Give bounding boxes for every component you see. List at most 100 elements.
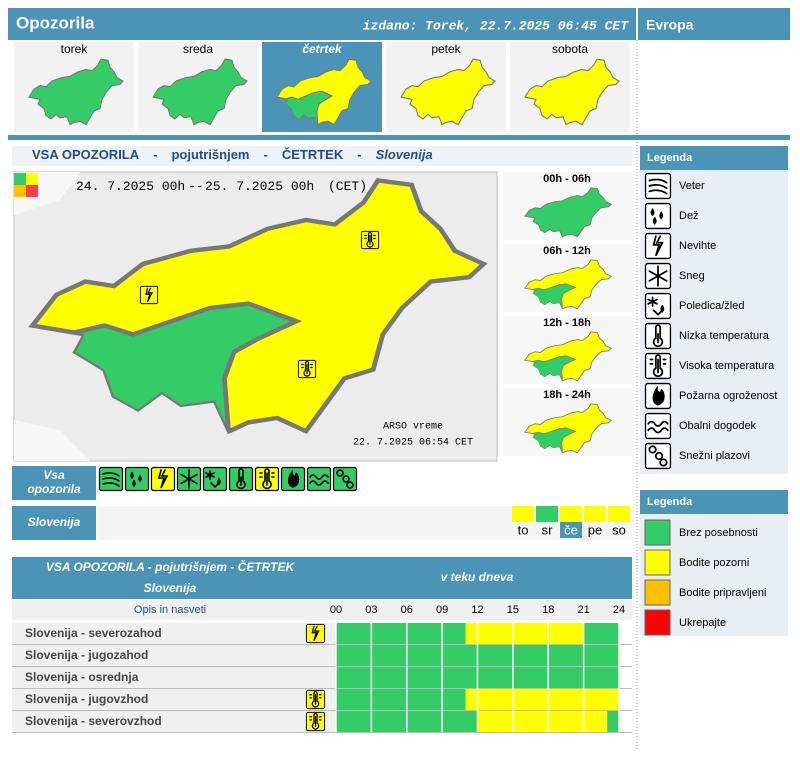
icon-glyph	[652, 385, 665, 406]
legend-title: Legenda	[647, 152, 693, 164]
icon-glyph	[205, 470, 215, 480]
slot-label[interactable]: 00h - 06h	[543, 173, 591, 185]
icon-box	[644, 202, 672, 230]
slot-label[interactable]: 18h - 24h	[543, 389, 591, 401]
icon[interactable]	[176, 466, 202, 492]
timeline-segment	[583, 623, 619, 644]
icon-glyph	[132, 479, 136, 488]
icon	[139, 285, 159, 305]
icon	[644, 292, 672, 320]
icon-glyph	[309, 480, 329, 486]
legend-swatch	[644, 549, 671, 576]
day-label[interactable]: četrtek	[302, 42, 343, 56]
table-region: Slovenija	[144, 581, 197, 595]
icon-glyph	[309, 694, 322, 699]
row-name[interactable]: Slovenija - severovzhod	[25, 714, 162, 728]
day-abbr[interactable]: so	[612, 522, 626, 537]
table-title: VSA OPOZORILA - pojutrišnjem - ČETRTEK	[46, 559, 296, 574]
icon-glyph	[652, 354, 664, 378]
day-level[interactable]	[608, 506, 630, 522]
header-bar	[8, 8, 636, 40]
map	[18, 180, 484, 440]
day-abbr[interactable]: to	[518, 522, 529, 537]
day-label[interactable]: petek	[431, 42, 461, 56]
timeline-segment	[607, 711, 619, 732]
day-level[interactable]	[536, 506, 558, 522]
issued: izdano: Torek, 22.7.2025 06:45 CET	[363, 18, 629, 33]
heading-part: VSA OPOZORILA	[32, 147, 140, 162]
day-abbr[interactable]: sr	[542, 522, 554, 537]
row-bg	[12, 711, 335, 732]
icon[interactable]	[332, 466, 358, 492]
day-label[interactable]: sreda	[183, 42, 213, 56]
legend-label: Nizka temperatura	[679, 330, 770, 342]
map-key	[26, 185, 38, 197]
heading: VSA OPOZORILA - pojutrišnjem - ČETRTEK - Slove…	[32, 147, 433, 162]
icon	[644, 262, 672, 290]
icon[interactable]	[124, 466, 150, 492]
legend-swatch	[644, 519, 671, 546]
slot-label[interactable]: 06h - 12h	[543, 245, 591, 257]
legend-label: Snežni plazovi	[679, 450, 750, 462]
icon-glyph	[311, 691, 320, 708]
icon	[305, 711, 326, 732]
heading-part: -	[357, 147, 361, 162]
icon-glyph	[301, 363, 313, 369]
icon-glyph	[180, 469, 198, 489]
legend-label: Bodite pripravljeni	[679, 587, 766, 599]
timeline-segment	[336, 623, 466, 644]
day-level[interactable]	[560, 506, 582, 522]
row-name[interactable]: Slovenija - jugozahod	[25, 648, 148, 662]
filter-label-bg	[12, 466, 96, 500]
icon[interactable]	[280, 466, 306, 492]
icon[interactable]	[202, 466, 228, 492]
icon-glyph	[659, 211, 664, 220]
europe-bar[interactable]	[638, 8, 790, 40]
filter-label: Vsa	[43, 468, 65, 482]
icon-glyph	[659, 458, 668, 467]
icon-glyph	[648, 184, 668, 190]
title: Opozorila	[16, 13, 95, 32]
row-bg	[12, 689, 335, 710]
day-label[interactable]: torek	[61, 42, 89, 56]
icon[interactable]	[254, 466, 280, 492]
legend-label: Visoka temperatura	[679, 360, 775, 372]
icon-glyph	[157, 469, 169, 489]
legend-label: Sneg	[679, 270, 705, 282]
filter-label: Slovenija	[28, 515, 81, 529]
icon-glyph	[647, 296, 658, 307]
row-name[interactable]: Slovenija - severozahod	[25, 626, 162, 640]
icon[interactable]	[306, 466, 332, 492]
day-label[interactable]: sobota	[552, 42, 588, 56]
icon	[644, 412, 672, 440]
row-name[interactable]: Slovenija - jugovzhod	[25, 692, 148, 706]
period-from: 24. 7.2025 00h	[76, 179, 185, 194]
icon-glyph	[648, 178, 668, 184]
day-level[interactable]	[512, 506, 534, 522]
table-subheader	[12, 600, 632, 620]
icon[interactable]	[228, 466, 254, 492]
legend-label: Nevihte	[679, 240, 716, 252]
icon-glyph	[102, 472, 120, 477]
icon-glyph	[336, 469, 344, 477]
divider	[8, 135, 790, 140]
icon-glyph	[309, 716, 322, 721]
day-abbr[interactable]: če	[564, 522, 578, 537]
legend-label: Obalni dogodek	[679, 420, 757, 432]
icon-glyph	[364, 234, 376, 240]
europe-link[interactable]: Evropa	[646, 17, 694, 33]
slot-label[interactable]: 12h - 18h	[543, 317, 591, 329]
icon-glyph	[309, 474, 329, 480]
day-level[interactable]	[584, 506, 606, 522]
icon-glyph	[652, 309, 664, 316]
icon[interactable]	[98, 466, 124, 492]
hour-label: 00	[330, 604, 342, 616]
filter-label: opozorila	[27, 482, 81, 496]
table-column: Opis in nasveti	[134, 604, 206, 616]
icon[interactable]	[150, 466, 176, 492]
icon-glyph	[236, 468, 246, 490]
day-abbr[interactable]: pe	[588, 522, 602, 537]
row-name[interactable]: Slovenija - osrednja	[25, 670, 139, 684]
